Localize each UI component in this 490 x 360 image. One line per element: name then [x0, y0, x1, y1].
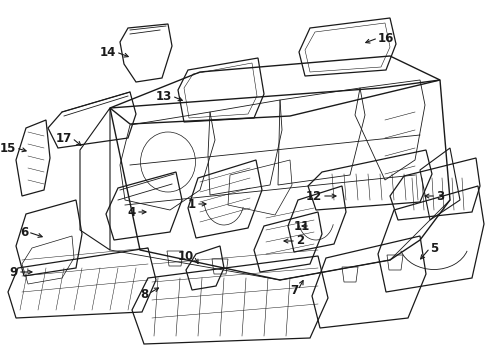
- Text: 2: 2: [296, 234, 304, 248]
- Text: 8: 8: [140, 288, 148, 301]
- Text: 3: 3: [436, 189, 444, 202]
- Text: 10: 10: [178, 249, 194, 262]
- Text: 6: 6: [20, 225, 28, 238]
- Text: 9: 9: [10, 266, 18, 279]
- Text: 11: 11: [294, 220, 310, 233]
- Text: 15: 15: [0, 141, 16, 154]
- Text: 16: 16: [378, 31, 394, 45]
- Text: 14: 14: [99, 45, 116, 58]
- Text: 7: 7: [290, 284, 298, 297]
- Text: 13: 13: [156, 90, 172, 103]
- Text: 5: 5: [430, 242, 438, 255]
- Text: 1: 1: [188, 198, 196, 211]
- Text: 12: 12: [306, 189, 322, 202]
- Text: 17: 17: [56, 131, 72, 144]
- Text: 4: 4: [128, 206, 136, 219]
